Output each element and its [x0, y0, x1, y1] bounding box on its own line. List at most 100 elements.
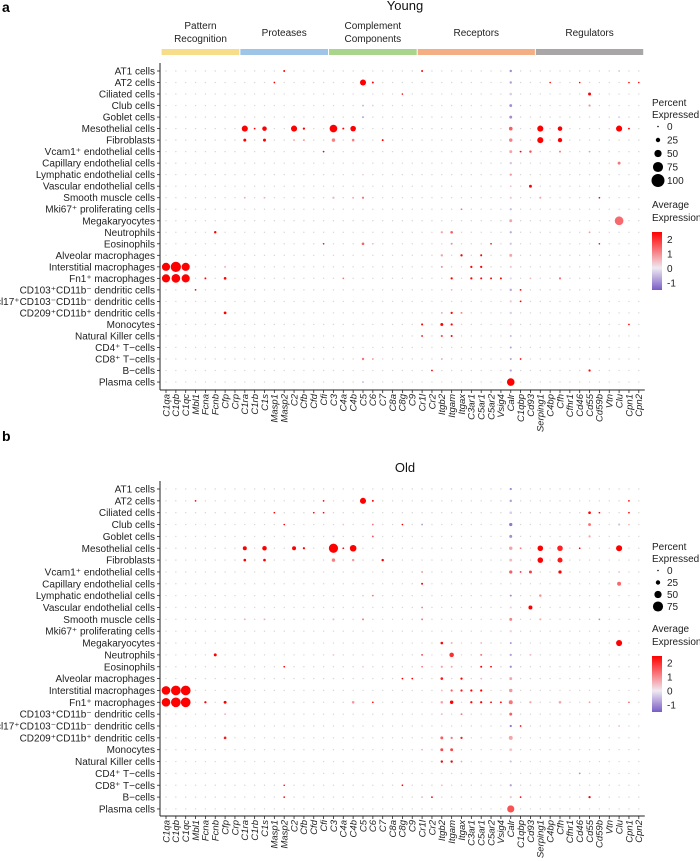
- dot-zero: [450, 254, 453, 257]
- dot-zero: [588, 312, 591, 314]
- dot-zero: [549, 220, 551, 222]
- dot-zero: [342, 197, 344, 199]
- dot-zero: [234, 231, 236, 233]
- size-legend-label: 0: [667, 122, 673, 133]
- dot-zero: [303, 713, 305, 715]
- dot-zero: [421, 760, 423, 763]
- dot-zero: [559, 185, 561, 187]
- dot-zero: [352, 323, 354, 326]
- dot-zero: [500, 323, 502, 326]
- dot-zero: [175, 139, 177, 141]
- dot-zero: [490, 583, 492, 585]
- dot-zero: [421, 500, 423, 502]
- dot-zero: [579, 369, 581, 372]
- dot-zero: [549, 559, 551, 561]
- dot-zero: [421, 139, 423, 141]
- dot-zero: [480, 547, 482, 549]
- dot-zero: [569, 381, 571, 383]
- dot-zero: [529, 488, 532, 490]
- dot-zero: [598, 689, 601, 692]
- dot-zero: [588, 323, 591, 326]
- dot-zero: [382, 630, 384, 632]
- dot-zero: [579, 277, 581, 280]
- dot-zero: [431, 749, 433, 751]
- dot-zero: [194, 139, 197, 141]
- dot-zero: [480, 571, 482, 573]
- dot-zero: [401, 173, 404, 176]
- dot-zero: [303, 606, 305, 609]
- dot-zero: [372, 289, 374, 291]
- dot-zero: [470, 81, 473, 84]
- dot: [371, 594, 374, 597]
- dot-zero: [234, 81, 236, 84]
- dot-zero: [421, 312, 423, 314]
- dot-zero: [204, 346, 207, 349]
- dot: [519, 150, 522, 153]
- dot-zero: [322, 523, 325, 526]
- dot-zero: [303, 70, 305, 72]
- dot-zero: [638, 346, 640, 349]
- dot-zero: [598, 630, 601, 632]
- dot-zero: [352, 523, 354, 526]
- dot-zero: [382, 500, 384, 502]
- dot-zero: [165, 713, 167, 715]
- dot-zero: [352, 70, 354, 72]
- dot-zero: [529, 116, 532, 118]
- dot-zero: [283, 725, 285, 727]
- dot-zero: [421, 289, 423, 291]
- dot-zero: [283, 772, 285, 775]
- dot-zero: [490, 713, 492, 715]
- gene-label: Cd93: [526, 819, 537, 842]
- dot-zero: [608, 583, 610, 585]
- dot-zero: [490, 93, 492, 95]
- gene-label: Cr1l: [417, 819, 428, 837]
- dot-zero: [490, 139, 492, 141]
- dot-zero: [598, 289, 601, 291]
- dot-zero: [500, 642, 502, 644]
- dot-zero: [450, 162, 453, 164]
- dot-zero: [352, 381, 354, 383]
- dot-zero: [638, 500, 640, 502]
- dot-zero: [234, 104, 236, 107]
- dot-zero: [362, 300, 364, 303]
- dot-zero: [362, 571, 364, 573]
- dot-zero: [401, 150, 404, 153]
- dot: [508, 700, 513, 705]
- dot-zero: [549, 772, 551, 775]
- gene-label: Serping1: [536, 394, 547, 432]
- dot-zero: [549, 642, 551, 644]
- dot: [450, 277, 453, 280]
- dot: [450, 689, 453, 692]
- dot-zero: [244, 381, 246, 383]
- dot-zero: [194, 243, 197, 245]
- dot-zero: [480, 523, 482, 526]
- dot-zero: [273, 277, 276, 280]
- dot-zero: [588, 81, 591, 84]
- dot-zero: [539, 488, 541, 490]
- dot-zero: [273, 689, 276, 692]
- dot: [509, 196, 512, 199]
- dot-zero: [293, 381, 295, 383]
- dot-zero: [313, 231, 315, 233]
- gene-label: C8g: [398, 819, 409, 837]
- dot-zero: [322, 381, 325, 383]
- dot-zero: [204, 150, 207, 153]
- dot-zero: [204, 606, 207, 609]
- dot-zero: [273, 231, 276, 233]
- dot: [421, 665, 424, 668]
- dot-zero: [579, 618, 581, 621]
- dot-zero: [529, 618, 532, 621]
- dot-zero: [293, 760, 295, 763]
- dot-zero: [411, 808, 413, 810]
- dot-zero: [165, 254, 167, 257]
- dot-zero: [234, 369, 236, 372]
- dot-zero: [322, 677, 325, 680]
- dot-zero: [608, 220, 610, 222]
- dot-zero: [441, 300, 443, 303]
- gene-label: Cd93: [526, 393, 537, 416]
- dot-zero: [460, 81, 463, 84]
- dot-zero: [322, 266, 325, 268]
- dot-zero: [204, 312, 207, 314]
- dot-zero: [214, 323, 216, 326]
- dot-zero: [253, 559, 256, 561]
